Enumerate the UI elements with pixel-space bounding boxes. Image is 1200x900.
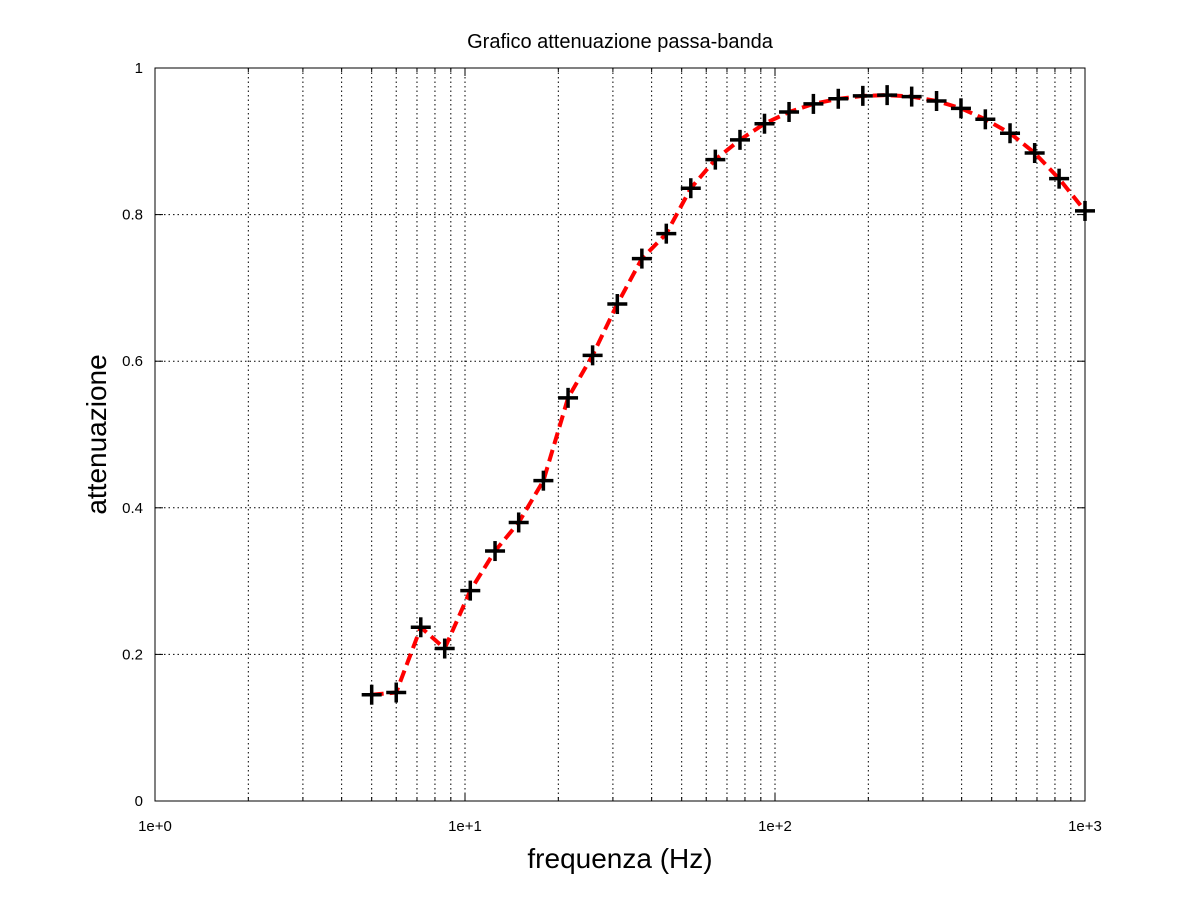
data-point-marker — [828, 88, 849, 109]
data-point-marker — [361, 684, 382, 705]
data-point-marker — [729, 129, 750, 150]
x-tick-label: 1e+1 — [448, 818, 482, 835]
data-point-marker — [558, 387, 579, 408]
y-tick-label: 0.6 — [122, 353, 143, 370]
x-tick-label: 1e+0 — [138, 818, 172, 835]
data-point-marker — [950, 98, 971, 119]
data-point-marker — [1049, 168, 1070, 189]
data-point-marker — [508, 512, 529, 533]
plot-frame — [154, 67, 1086, 802]
series-line — [371, 93, 1087, 697]
data-point-marker — [434, 638, 455, 659]
y-tick-label: 0.4 — [122, 500, 143, 517]
x-tick-label: 1e+3 — [1068, 818, 1102, 835]
data-point-marker — [803, 93, 824, 114]
data-point-marker — [926, 90, 947, 111]
data-point-marker — [975, 109, 996, 130]
data-point-marker — [1075, 200, 1095, 221]
data-point-marker — [779, 101, 800, 122]
data-point-marker — [680, 178, 701, 199]
x-tick-label: 1e+2 — [758, 818, 792, 835]
data-point-marker — [1024, 143, 1045, 164]
data-point-marker — [754, 113, 775, 134]
y-axis-label: attenuazione — [81, 354, 112, 514]
y-tick-label: 0.8 — [122, 207, 143, 224]
chart-title: Grafico attenuazione passa-banda — [467, 31, 774, 53]
series-marker-layer — [361, 85, 1095, 705]
data-point-marker — [386, 682, 407, 703]
y-tick-label: 0.2 — [122, 646, 143, 663]
data-point-marker — [901, 86, 922, 107]
data-point-marker — [852, 85, 873, 106]
data-point-marker — [631, 248, 652, 269]
data-point-marker — [485, 541, 506, 562]
data-point-marker — [705, 149, 726, 170]
x-axis-label: frequenza (Hz) — [527, 843, 712, 874]
data-point-marker — [1000, 123, 1021, 144]
series-line-layer — [371, 93, 1087, 697]
axis-ticks: 1e+0 1e+1 1e+2 1e+3 0 0.2 0.4 0.6 0.8 1 — [122, 60, 1102, 835]
data-point-marker — [582, 345, 603, 366]
data-point-marker — [533, 470, 554, 491]
y-tick-label: 1 — [135, 60, 143, 77]
data-point-marker — [460, 580, 481, 601]
y-tick-label: 0 — [135, 793, 143, 810]
grid — [155, 68, 1085, 801]
data-point-marker — [656, 223, 677, 244]
data-point-marker — [877, 85, 898, 106]
data-point-marker — [410, 617, 431, 638]
data-point-marker — [607, 294, 628, 315]
